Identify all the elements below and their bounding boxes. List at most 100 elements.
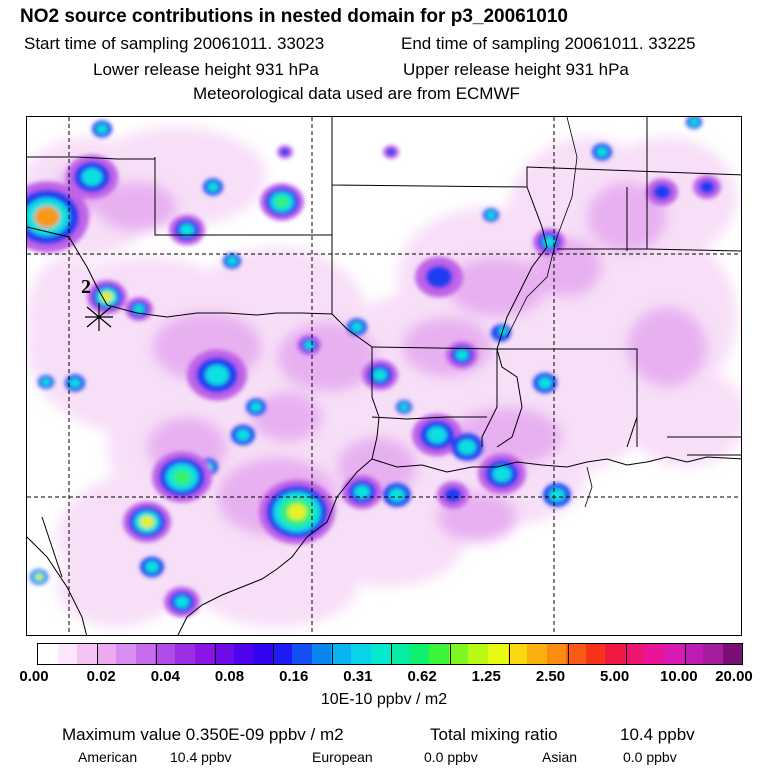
colorbar-swatch bbox=[429, 644, 449, 664]
colorbar-tick-label: 2.50 bbox=[535, 668, 566, 685]
map-panel: 2 bbox=[26, 116, 742, 636]
plume-hotspot bbox=[41, 378, 51, 386]
colorbar-divider bbox=[273, 644, 275, 664]
plume-hotspot bbox=[304, 340, 314, 350]
colorbar-swatch bbox=[311, 644, 332, 664]
colorbar-swatch bbox=[703, 644, 723, 664]
plume-hotspot bbox=[699, 180, 715, 194]
colorbar-divider bbox=[508, 644, 510, 664]
asian-value: 0.0 ppbv bbox=[623, 749, 677, 765]
political-boundaries bbox=[27, 117, 741, 635]
release-point-label: 2 bbox=[81, 276, 91, 298]
plume-hotspot bbox=[226, 256, 238, 266]
colorbar bbox=[37, 643, 743, 665]
colorbar-swatch bbox=[77, 644, 97, 664]
plume-hotspot bbox=[443, 487, 463, 503]
plume-hotspot bbox=[652, 184, 672, 200]
colorbar-swatch bbox=[605, 644, 625, 664]
plume-light-area bbox=[307, 487, 467, 587]
met-data-label: Meteorological data used are from ECMWF bbox=[193, 84, 520, 103]
colorbar-swatch bbox=[253, 644, 273, 664]
colorbar-divider bbox=[626, 644, 628, 664]
plume-light-area bbox=[27, 257, 107, 377]
start-time-label: Start time of sampling 20061011. 33023 bbox=[24, 34, 325, 53]
colorbar-swatch bbox=[57, 644, 78, 664]
plume-hotspot bbox=[389, 488, 405, 502]
plume-hotspot bbox=[205, 364, 229, 386]
colorbar-divider bbox=[449, 644, 451, 664]
plume-hotspot bbox=[96, 124, 108, 134]
colorbar-tick-label: 0.62 bbox=[407, 668, 437, 685]
plume-hotspot bbox=[145, 561, 159, 573]
colorbar-swatch bbox=[683, 644, 704, 664]
asian-label: Asian bbox=[542, 749, 578, 765]
plume-background bbox=[27, 127, 741, 627]
plume-hotspot bbox=[354, 485, 370, 499]
colorbar-divider bbox=[685, 644, 687, 664]
plume-hotspot bbox=[455, 349, 469, 361]
plume-hotspot bbox=[486, 211, 496, 219]
colorbar-swatch bbox=[566, 644, 586, 664]
colorbar-divider bbox=[96, 644, 98, 664]
american-label: American bbox=[78, 749, 138, 765]
colorbar-swatch bbox=[135, 644, 156, 664]
plume-hotspot bbox=[179, 223, 195, 237]
plume-light-area bbox=[197, 547, 357, 627]
colorbar-swatch bbox=[38, 644, 58, 664]
lower-release-label: Lower release height 931 hPa bbox=[93, 60, 319, 79]
colorbar-swatch bbox=[331, 644, 351, 664]
colorbar-swatch bbox=[664, 644, 684, 664]
plume-hotspot bbox=[69, 378, 81, 388]
colorbar-swatch bbox=[722, 644, 743, 664]
total-mixing-value: 10.4 ppbv bbox=[620, 725, 695, 744]
colorbar-tick-label: 20.00 bbox=[715, 668, 753, 685]
colorbar-tick-label: 5.00 bbox=[600, 668, 630, 685]
plume-hotspot bbox=[549, 488, 565, 502]
colorbar-units: 10E-10 ppbv / m2 bbox=[320, 691, 448, 708]
plume-hotspot bbox=[139, 515, 155, 529]
plume-hotspot bbox=[596, 147, 608, 157]
colorbar-swatch bbox=[233, 644, 254, 664]
plume-hotspot bbox=[372, 368, 388, 382]
colorbar-tick-label: 0.00 bbox=[19, 668, 49, 685]
colorbar-swatch bbox=[272, 644, 293, 664]
colorbar-swatch bbox=[546, 644, 567, 664]
colorbar-swatch bbox=[174, 644, 195, 664]
colorbar-swatch bbox=[585, 644, 606, 664]
colorbar-divider bbox=[567, 644, 569, 664]
max-value-label: Maximum value 0.350E-09 ppbv / m2 bbox=[62, 725, 344, 744]
colorbar-swatch bbox=[507, 644, 528, 664]
upper-release-label: Upper release height 931 hPa bbox=[403, 60, 629, 79]
colorbar-tick-label: 10.00 bbox=[660, 668, 698, 685]
colorbar-tick-label: 1.25 bbox=[471, 668, 501, 685]
rivers bbox=[506, 117, 593, 508]
plume-hotspot bbox=[689, 118, 699, 126]
plume-hotspot bbox=[386, 148, 396, 156]
colorbar-divider bbox=[155, 644, 157, 664]
map-title: NO2 source contributions in nested domai… bbox=[20, 6, 568, 27]
colorbar-swatch bbox=[155, 644, 175, 664]
colorbar-swatch bbox=[390, 644, 410, 664]
european-value: 0.0 ppbv bbox=[424, 749, 478, 765]
plume-hotspot bbox=[351, 322, 363, 332]
colorbar-swatch bbox=[214, 644, 234, 664]
colorbar-divider bbox=[214, 644, 216, 664]
plume-medium-area bbox=[627, 307, 707, 387]
plume-hotspot bbox=[457, 439, 477, 455]
colorbar-tick-label: 0.08 bbox=[214, 668, 245, 685]
colorbar-tick-label: 0.16 bbox=[279, 668, 309, 685]
plume-hotspot bbox=[492, 465, 512, 483]
colorbar-swatch bbox=[468, 644, 488, 664]
colorbar-swatch bbox=[96, 644, 117, 664]
colorbar-tick-label: 0.04 bbox=[150, 668, 180, 685]
plume-medium-area bbox=[97, 182, 177, 232]
colorbar-tick-label: 0.02 bbox=[86, 668, 116, 685]
colorbar-swatch bbox=[624, 644, 645, 664]
american-value: 10.4 ppbv bbox=[170, 749, 232, 765]
plume-hotspot bbox=[236, 429, 250, 441]
plume-hotspot bbox=[287, 504, 307, 520]
plume-hotspot bbox=[174, 595, 190, 609]
colorbar-swatch bbox=[644, 644, 664, 664]
plume-hotspot bbox=[425, 265, 453, 289]
colorbar-swatch bbox=[409, 644, 430, 664]
